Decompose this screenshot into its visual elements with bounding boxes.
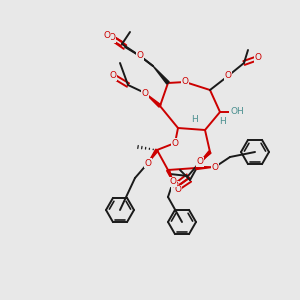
Text: O: O [196,158,203,166]
Text: H: H [219,118,225,127]
Polygon shape [153,66,169,84]
Polygon shape [167,169,173,182]
Text: O: O [172,182,178,190]
Text: O: O [136,52,143,61]
Polygon shape [148,149,158,163]
Polygon shape [145,93,161,107]
Text: O: O [212,163,218,172]
Text: O: O [145,158,152,167]
Text: O: O [169,178,176,187]
Text: O: O [142,88,148,98]
Text: O: O [172,139,178,148]
Polygon shape [196,167,215,170]
Text: O: O [224,71,232,80]
Text: OH: OH [230,107,244,116]
Text: O: O [109,34,116,43]
Text: O: O [136,52,143,61]
Text: O: O [103,31,110,40]
Text: O: O [175,185,182,194]
Text: O: O [182,77,188,86]
Text: O: O [110,71,116,80]
Text: H: H [192,116,198,124]
Text: O: O [254,53,262,62]
Polygon shape [200,151,211,162]
